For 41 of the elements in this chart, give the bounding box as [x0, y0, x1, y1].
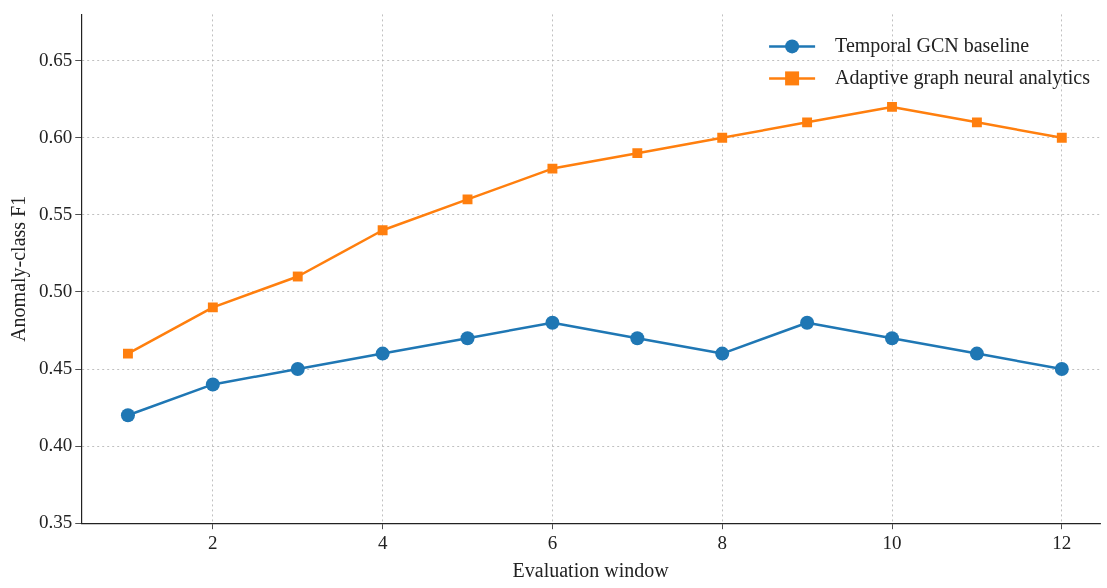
point	[292, 271, 303, 282]
point	[800, 315, 815, 330]
point	[717, 132, 728, 143]
point	[802, 117, 813, 128]
legend-label: Adaptive graph neural analytics	[835, 65, 1091, 89]
x-axis-title: Evaluation window	[512, 559, 670, 582]
point	[290, 362, 305, 377]
y-tick-label: 0.40	[39, 434, 73, 456]
point	[377, 225, 388, 236]
x-tick-label: 6	[547, 531, 558, 553]
x-tick-label: 4	[377, 531, 388, 553]
y-tick-label: 0.35	[39, 511, 73, 533]
point	[715, 346, 730, 361]
point	[1054, 362, 1069, 377]
point	[547, 163, 558, 174]
point	[205, 377, 220, 392]
point	[885, 331, 900, 346]
x-tick-label: 8	[717, 531, 727, 553]
y-tick-label: 0.60	[39, 125, 73, 147]
y-axis-title: Anomaly-class F1	[7, 195, 31, 342]
point	[1056, 132, 1067, 143]
point	[375, 346, 390, 361]
x-tick-label: 12	[1052, 531, 1072, 553]
y-tick-label: 0.55	[39, 202, 73, 224]
x-tick-label: 2	[208, 531, 218, 553]
point	[632, 148, 643, 159]
y-tick-label: 0.65	[39, 48, 73, 70]
point	[120, 408, 135, 423]
x-tick-label: 10	[882, 531, 902, 553]
point	[969, 346, 984, 361]
point	[207, 302, 218, 313]
point	[887, 101, 897, 112]
y-tick-label: 0.50	[39, 279, 73, 301]
y-tick-label: 0.45	[39, 357, 73, 378]
point	[545, 315, 560, 330]
point	[971, 117, 982, 128]
point	[630, 331, 645, 346]
point	[462, 194, 473, 205]
legend-label: Temporal GCN baseline	[835, 33, 1030, 57]
point	[460, 331, 475, 346]
point	[122, 348, 133, 359]
